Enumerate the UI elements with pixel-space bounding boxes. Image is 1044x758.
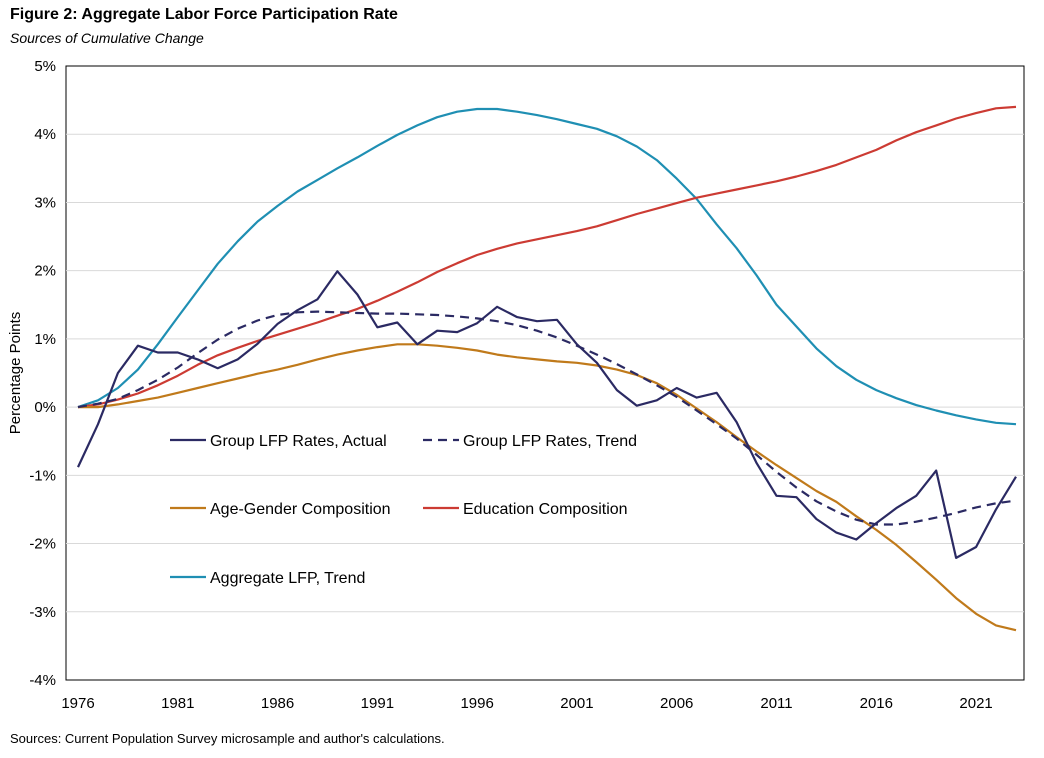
legend-label: Education Composition	[463, 501, 628, 518]
series-line	[77, 105, 1017, 409]
x-tick-label: 1981	[161, 695, 194, 712]
x-axis-ticks: 1976 1981 1986 1991 1996 2001 2006 2011 2016 2021	[61, 695, 992, 712]
y-tick-label: -3%	[29, 604, 56, 621]
x-tick-label: 1976	[61, 695, 94, 712]
x-tick-label: 1996	[460, 695, 493, 712]
gridlines	[66, 133, 1024, 613]
legend: Group LFP Rates, Actual Group LFP Rates, …	[170, 433, 637, 587]
y-tick-label: -4%	[29, 672, 56, 689]
x-tick-label: 2016	[860, 695, 893, 712]
legend-label: Age-Gender Composition	[210, 501, 391, 518]
x-tick-label: 1986	[261, 695, 294, 712]
y-tick-label: 3%	[34, 194, 56, 211]
legend-label: Group LFP Rates, Trend	[463, 433, 637, 450]
chart-title: Figure 2: Aggregate Labor Force Particip…	[10, 6, 398, 23]
y-tick-label: -2%	[29, 536, 56, 553]
y-axis-label: Percentage Points	[7, 312, 24, 435]
x-tick-label: 2021	[959, 695, 992, 712]
y-tick-label: 2%	[34, 263, 56, 280]
y-tick-label: 0%	[34, 399, 56, 416]
series-line	[77, 310, 1017, 526]
y-tick-label: 4%	[34, 126, 56, 143]
chart-subtitle: Sources of Cumulative Change	[10, 30, 204, 46]
plot-area-border	[65, 65, 1025, 681]
series-line	[78, 343, 1017, 632]
series-lines	[77, 105, 1017, 632]
legend-label: Group LFP Rates, Actual	[210, 433, 387, 450]
series-line	[77, 107, 1017, 426]
y-tick-label: 1%	[34, 331, 56, 348]
x-tick-label: 2001	[560, 695, 593, 712]
y-axis-ticks: 5% 4% 3% 2% 1% 0% -1% -2% -3% -4%	[29, 58, 56, 689]
x-tick-label: 2011	[760, 695, 792, 712]
source-note: Sources: Current Population Survey micro…	[10, 731, 445, 746]
y-tick-label: -1%	[29, 467, 56, 484]
series-line	[77, 270, 1017, 560]
legend-label: Aggregate LFP, Trend	[210, 570, 365, 587]
y-tick-label: 5%	[34, 58, 56, 75]
x-tick-label: 2006	[660, 695, 693, 712]
x-tick-label: 1991	[361, 695, 394, 712]
